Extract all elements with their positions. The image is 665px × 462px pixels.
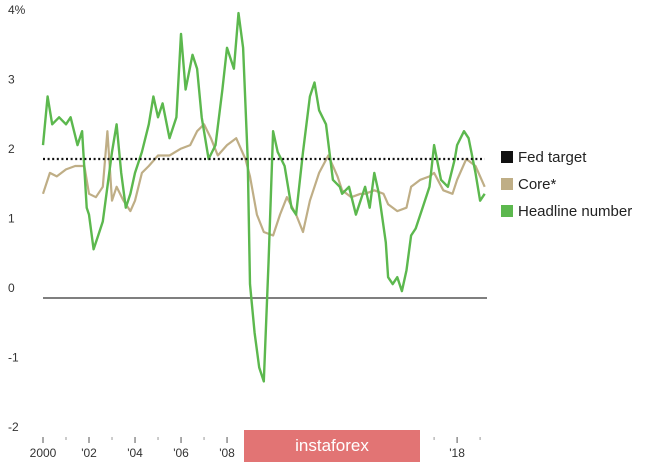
y-tick-label: -1 <box>8 351 19 365</box>
x-tick-label: 2000 <box>30 446 57 460</box>
y-tick-label: 3 <box>8 73 15 87</box>
x-tick-label: '08 <box>219 446 235 460</box>
series-line-core <box>41 123 486 237</box>
watermark: instaforex <box>244 430 420 462</box>
y-tick-label: 4% <box>8 3 26 17</box>
x-tick-label: '02 <box>81 446 97 460</box>
legend: Fed target Core* Headline number <box>501 149 632 220</box>
legend-label: Fed target <box>518 149 587 166</box>
series-line-headline-number <box>41 11 486 383</box>
x-tick-label: '06 <box>173 446 189 460</box>
legend-swatch <box>501 205 513 217</box>
series-layer <box>41 11 486 383</box>
legend-label: Headline number <box>518 203 632 220</box>
legend-label: Core* <box>518 176 557 193</box>
y-tick-label: 2 <box>8 142 15 156</box>
x-tick-label: '04 <box>127 446 143 460</box>
y-axis-ticks: 4% 3 2 1 0 -1 -2 <box>8 3 26 434</box>
y-tick-label: -2 <box>8 420 19 434</box>
y-tick-label: 1 <box>8 212 15 226</box>
x-tick-label: '18 <box>449 446 465 460</box>
legend-swatch <box>501 151 513 163</box>
legend-swatch <box>501 178 513 190</box>
y-tick-label: 0 <box>8 281 15 295</box>
